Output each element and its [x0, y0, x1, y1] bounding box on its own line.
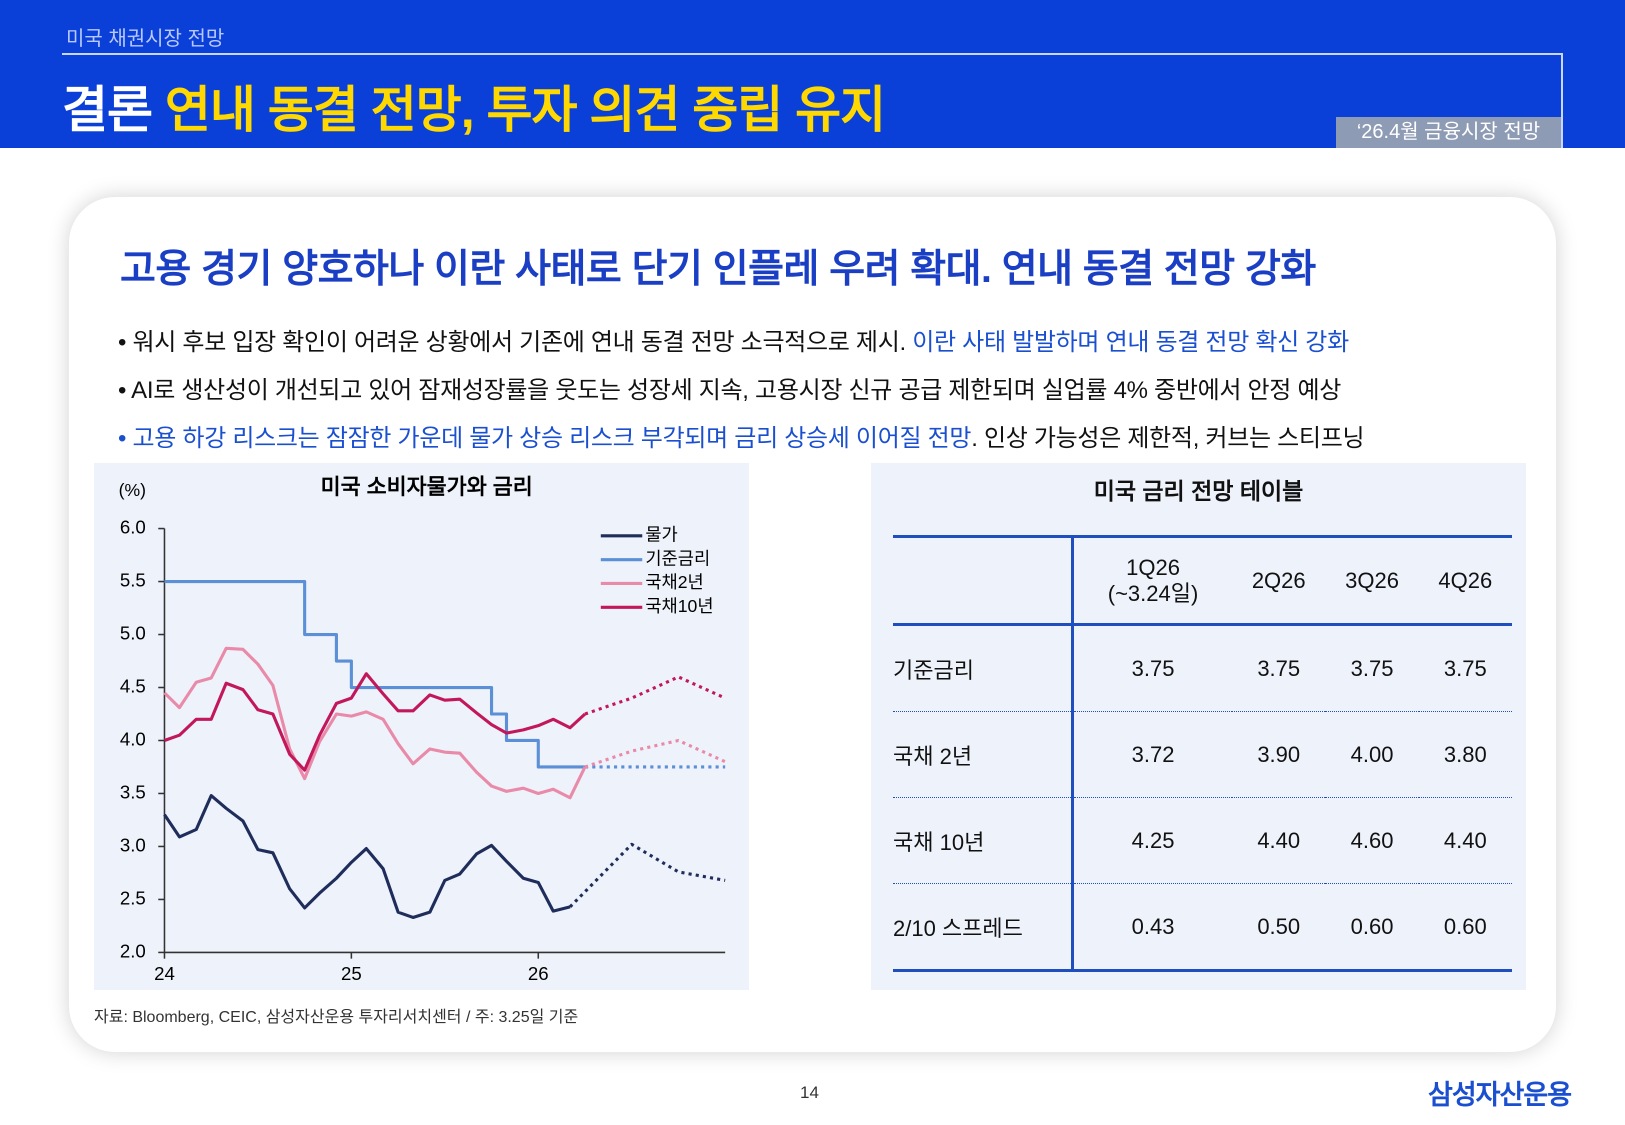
table-row: 기준금리 3.75 3.75 3.75 3.75 [893, 624, 1512, 712]
header-cell [893, 536, 1074, 625]
table-cell: 3.75 [1443, 655, 1487, 681]
chart-panel [94, 463, 749, 990]
table-cell: 3.90 [1257, 741, 1301, 767]
series-line [164, 579, 585, 769]
bullet-highlight: 이란 사태 발발하며 연내 동결 전망 확신 강화 [912, 329, 1349, 356]
y-tick-label: 6.0 [120, 516, 146, 537]
table-cell: 3.80 [1443, 741, 1487, 767]
x-tick-label: 24 [154, 963, 175, 984]
section-label: 미국 채권시장 전망 [66, 28, 225, 50]
bullet-text: AI로 생산성이 개선되고 있어 잠재성장률을 웃도는 성장세 지속, 고용시장… [131, 377, 1342, 404]
bullet-text: 워시 후보 입장 확인이 어려운 상황에서 기존에 연내 동결 전망 소극적으로… [132, 329, 913, 356]
page-number: 14 [800, 1083, 819, 1102]
y-tick-label: 4.5 [120, 675, 146, 696]
table-cell: 0.43 [1131, 913, 1175, 939]
y-tick-label: 5.5 [120, 569, 146, 590]
table-row: 국채 2년 3.72 3.90 4.00 3.80 [893, 711, 1512, 798]
forecast-line [584, 738, 726, 769]
y-tick-label: 2.5 [120, 887, 146, 908]
legend-label: 국채10년 [645, 596, 713, 616]
title-main: 연내 동결 전망, 투자 의견 중립 유지 [164, 82, 886, 138]
x-tick-label: 25 [341, 963, 362, 984]
bullet-highlight: 고용 하강 리스크는 잠잠한 가운데 물가 상승 리스크 부각되며 금리 상승세… [132, 425, 972, 452]
header-cell: 1Q26 (~3.24일) [1107, 554, 1199, 606]
legend-label: 물가 [645, 524, 677, 544]
source-note: 자료: Bloomberg, CEIC, 삼성자산운용 투자리서치센터 / 주:… [94, 1009, 579, 1026]
slide-title: 결론 연내 동결 전망, 투자 의견 중립 유지 [62, 70, 886, 142]
headline: 고용 경기 양호하나 이란 사태로 단기 인플레 우려 확대. 연내 동결 전망… [120, 248, 1316, 291]
table-cell: 0.60 [1443, 913, 1487, 939]
bullet-text: . 인상 가능성은 제한적, 커브는 스티프닝 [971, 425, 1365, 452]
bullet: • 고용 하강 리스크는 잠잠한 가운데 물가 상승 리스크 부각되며 금리 상… [118, 425, 1365, 452]
y-tick-label: 4.0 [120, 728, 146, 749]
table-row: 국채 10년 4.25 4.40 4.60 4.40 [893, 797, 1512, 884]
bullet: • AI로 생산성이 개선되고 있어 잠재성장률을 웃도는 성장세 지속, 고용… [118, 377, 1342, 404]
row-label: 2/10 스프레드 [893, 883, 1074, 971]
y-tick-label: 3.5 [120, 781, 146, 802]
header-cell: 3Q26 [1345, 567, 1399, 593]
y-tick-label: 2.0 [120, 940, 146, 961]
forecast-table: 1Q26 (~3.24일) 2Q26 3Q26 4Q26 기준금리 3.75 3.7… [893, 535, 1512, 972]
legend-label: 기준금리 [645, 548, 710, 568]
table-cell: 4.00 [1350, 741, 1394, 767]
series-line [163, 794, 571, 920]
x-tick-label: 26 [528, 963, 549, 984]
table-cell: 4.40 [1257, 827, 1301, 853]
table-cell: 3.75 [1257, 655, 1301, 681]
date-tag: ‘26.4월 금융시장 전망 [1336, 117, 1561, 148]
table-cell: 3.75 [1131, 655, 1175, 681]
table-cell: 4.25 [1131, 827, 1175, 853]
table-cell: 3.72 [1131, 741, 1175, 767]
bullet: • 워시 후보 입장 확인이 어려운 상황에서 기존에 연내 동결 전망 소극적… [118, 329, 1349, 356]
title-lead: 결론 [62, 82, 153, 138]
table-cell: 0.50 [1257, 913, 1301, 939]
row-label: 기준금리 [893, 624, 1074, 712]
forecast-line [568, 842, 726, 908]
table-cell: 0.60 [1350, 913, 1394, 939]
table-cell: 4.40 [1443, 827, 1487, 853]
y-tick-label: 3.0 [120, 834, 146, 855]
table-title: 미국 금리 전망 테이블 [1093, 478, 1304, 504]
series-line [163, 672, 587, 772]
row-label: 국채 2년 [893, 711, 1074, 798]
table-cell: 3.75 [1350, 655, 1394, 681]
header-cell: 4Q26 [1438, 567, 1493, 593]
table-row: 2/10 스프레드 0.43 0.50 0.60 0.60 [893, 883, 1512, 971]
chart-title: 미국 소비자물가와 금리 [321, 474, 533, 499]
legend-label: 국채2년 [645, 572, 703, 592]
header-cell: 2Q26 [1251, 567, 1306, 593]
series-line [163, 646, 587, 800]
header-rule [1561, 53, 1563, 148]
y-axis-label: (%) [119, 480, 146, 500]
header-rule [62, 53, 1562, 55]
y-tick-label: 5.0 [120, 622, 146, 643]
chart: 미국 소비자물가와 금리 (%) 2.0 2.5 3.0 3.5 4.0 4.5 5.0 5.… [119, 474, 726, 984]
logo: 삼성자산운용 [1428, 1080, 1572, 1110]
table-header: 1Q26 (~3.24일) 2Q26 3Q26 4Q26 [893, 536, 1512, 625]
forecast-line [584, 675, 726, 716]
row-label: 국채 10년 [893, 797, 1074, 884]
table-cell: 4.60 [1350, 827, 1394, 853]
